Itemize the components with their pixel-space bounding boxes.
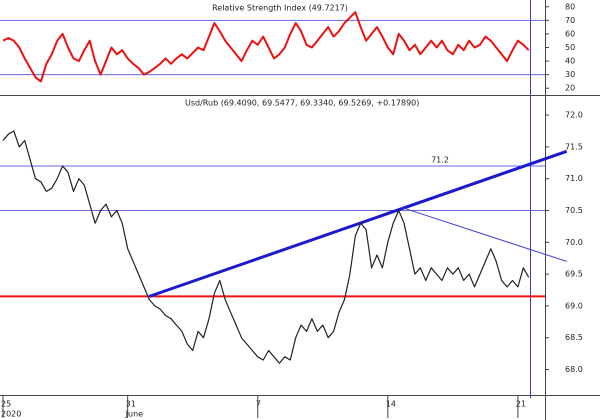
y-tick-label: 40	[565, 57, 575, 66]
level-label: 71.2	[431, 155, 449, 164]
trend-line	[401, 206, 567, 262]
x-tick-label: 14	[386, 400, 396, 409]
x-tick-label: 21	[516, 400, 526, 409]
y-tick-label: 70	[565, 16, 575, 25]
y-tick-label: 70.0	[565, 238, 583, 247]
x-tick-label: 7	[256, 400, 261, 409]
y-tick-label: 50	[565, 43, 575, 52]
price-line	[2, 130, 530, 364]
y-tick-label: 70.5	[565, 206, 583, 215]
y-tick-label: 71.5	[565, 142, 583, 151]
y-tick-label: 60	[565, 29, 575, 38]
y-tick-label: 71.0	[565, 174, 583, 183]
y-tick-label: 80	[565, 2, 575, 11]
x-sub-label: 2020	[1, 410, 21, 419]
y-tick-label: 72.0	[565, 111, 583, 120]
y-tick-label: 69.5	[565, 270, 583, 279]
y-tick-label: 30	[565, 70, 575, 79]
rsi-title: Relative Strength Index (49.7217)	[212, 4, 348, 13]
rsi-line	[2, 11, 530, 83]
trend-line	[148, 149, 568, 298]
y-tick-label: 69.0	[565, 301, 583, 310]
y-tick-label: 68.0	[565, 365, 583, 374]
y-tick-label: 20	[565, 84, 575, 93]
price-title: Usd/Rub (69.4090, 69.5477, 69.3340, 69.5…	[185, 99, 419, 108]
y-tick-label: 68.5	[565, 333, 583, 342]
x-tick-label: 31	[126, 400, 136, 409]
x-tick-label: 25	[1, 400, 11, 409]
x-sub-label: June	[125, 410, 144, 419]
